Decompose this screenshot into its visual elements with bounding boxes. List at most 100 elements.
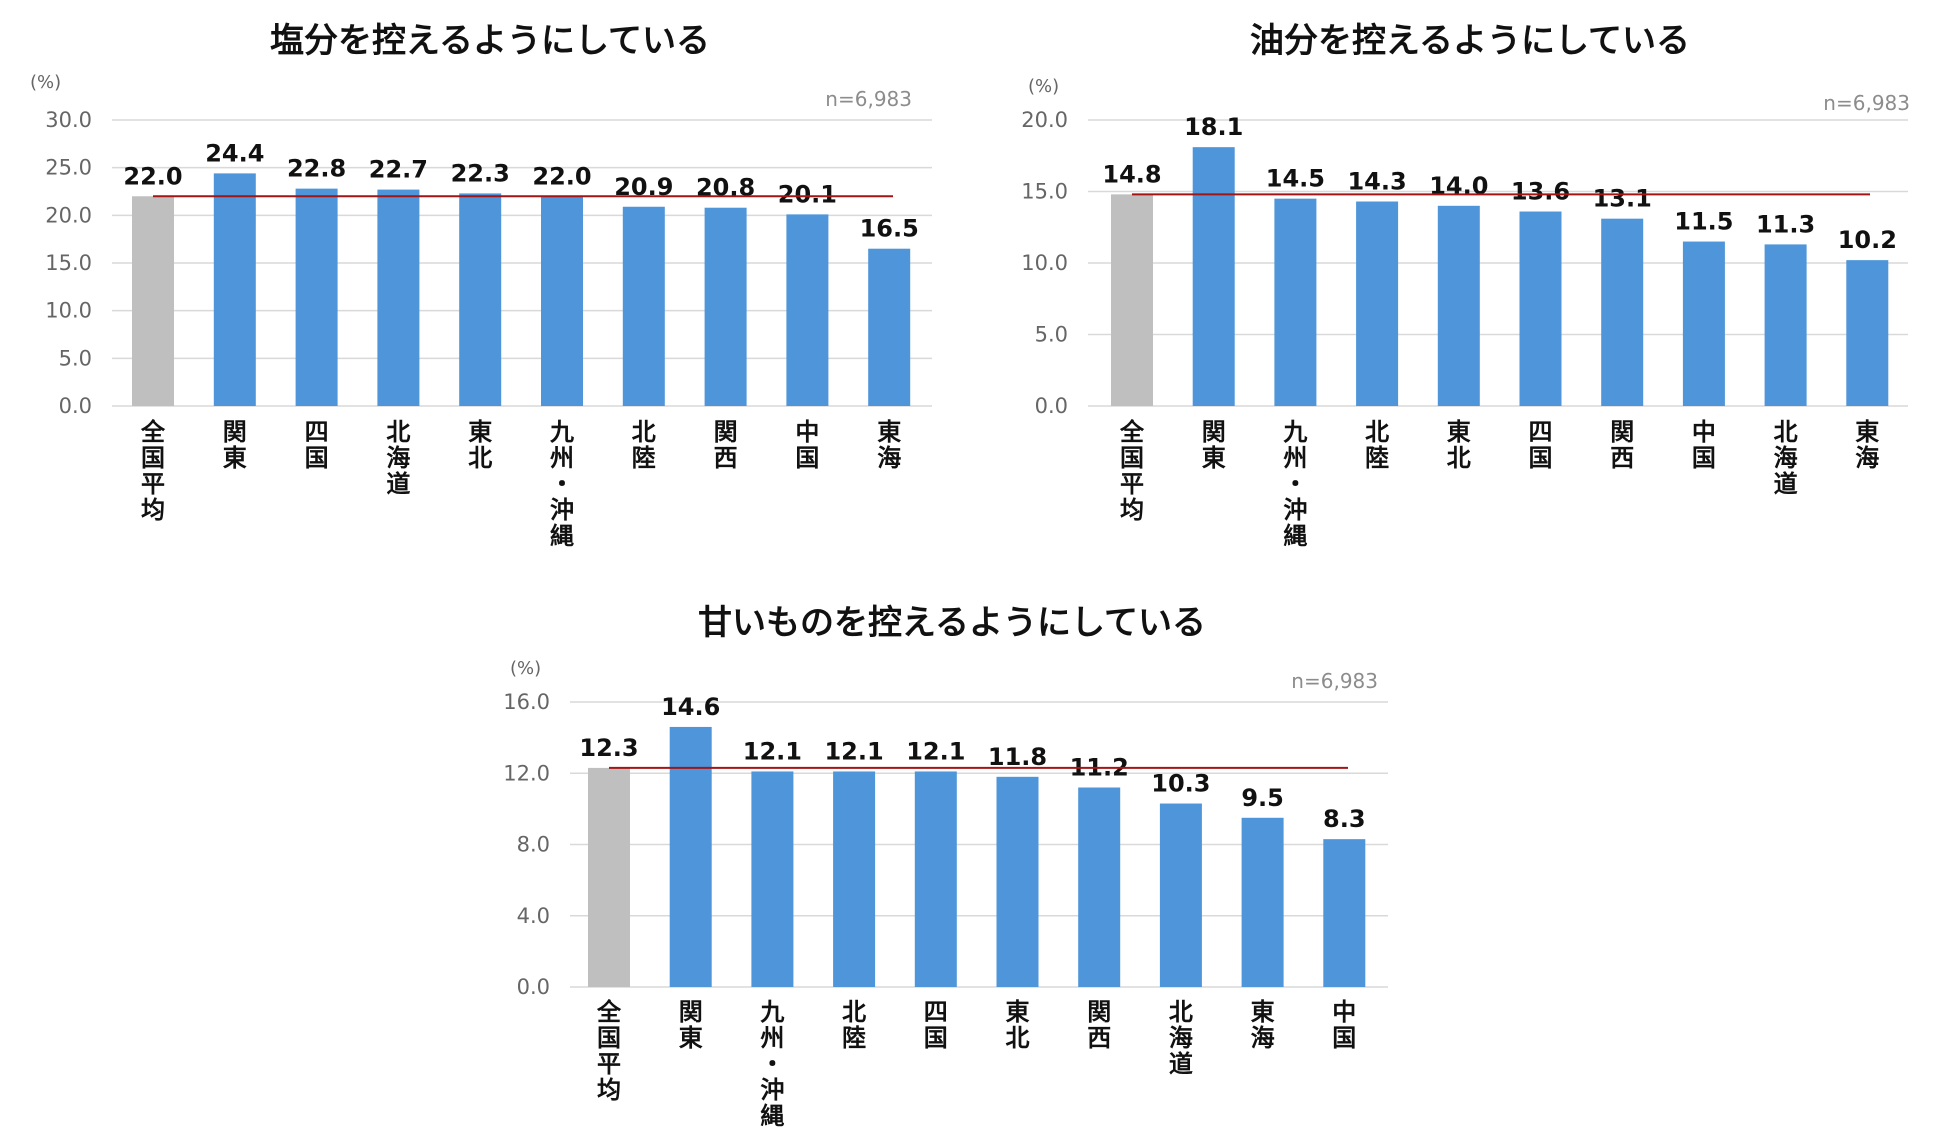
data-label: 13.6 xyxy=(1511,178,1570,206)
data-label: 11.8 xyxy=(988,743,1047,771)
y-axis-unit: (%) xyxy=(30,72,61,93)
category-label: 東海 xyxy=(877,418,901,472)
bar xyxy=(1159,803,1202,987)
data-label: 14.0 xyxy=(1429,172,1488,200)
category-label: 全国平均 xyxy=(1119,418,1145,524)
y-tick-label: 15.0 xyxy=(1021,180,1068,204)
data-label: 14.5 xyxy=(1266,165,1325,193)
category-label: 四国 xyxy=(305,418,329,472)
category-label: 東海 xyxy=(1251,998,1275,1052)
category-label: 北海道 xyxy=(1774,418,1798,498)
data-label: 11.5 xyxy=(1674,208,1733,236)
bar-average xyxy=(132,196,174,406)
category-label: 九州・沖縄 xyxy=(1282,418,1307,550)
bar xyxy=(1846,260,1889,406)
data-label: 22.3 xyxy=(451,159,510,187)
bar xyxy=(1192,147,1235,407)
category-label: 全国平均 xyxy=(596,998,622,1104)
y-tick-label: 0.0 xyxy=(517,975,550,999)
bar xyxy=(996,776,1039,987)
chart-salt: 塩分を控えるようにしている (%) n=6,983 0.0 5.0 10.0 15.0 20.… xyxy=(30,21,932,550)
data-label: 14.8 xyxy=(1102,160,1161,188)
data-label: 20.8 xyxy=(696,174,755,202)
category-label: 関東 xyxy=(679,998,703,1052)
category-label: 東北 xyxy=(1006,998,1030,1052)
data-label: 13.1 xyxy=(1593,185,1652,213)
category-label: 中国 xyxy=(1332,998,1356,1052)
category-label: 関西 xyxy=(1087,998,1111,1052)
category-label: 関西 xyxy=(714,418,738,472)
chart-title: 甘いものを控えるようにしている xyxy=(698,603,1206,643)
category-label: 東北 xyxy=(1447,418,1471,472)
category-label: 関東 xyxy=(1202,418,1226,472)
y-tick-label: 12.0 xyxy=(503,761,550,785)
data-label: 9.5 xyxy=(1241,784,1284,812)
chart-oil: 油分を控えるようにしている (%) n=6,983 0.0 5.0 10.0 15.0 20.… xyxy=(1021,21,1910,550)
y-tick-label: 20.0 xyxy=(45,203,92,227)
data-label: 14.6 xyxy=(661,693,720,721)
y-tick-label: 20.0 xyxy=(1021,108,1068,132)
bar xyxy=(1274,198,1317,406)
data-label: 10.3 xyxy=(1151,770,1210,798)
category-label: 九州・沖縄 xyxy=(759,998,784,1130)
sample-size-label: n=6,983 xyxy=(1823,91,1910,115)
chart-sweets: 甘いものを控えるようにしている (%) n=6,983 0.0 4.0 8.0 12.0 16… xyxy=(503,603,1388,1130)
bar xyxy=(1241,817,1284,987)
data-label: 22.7 xyxy=(369,156,428,184)
bar xyxy=(1437,205,1480,406)
bar-average xyxy=(1111,194,1153,406)
bar xyxy=(833,771,876,987)
data-label: 22.0 xyxy=(532,162,591,190)
data-label: 8.3 xyxy=(1323,805,1366,833)
category-label: 四国 xyxy=(1529,418,1553,472)
sample-size-label: n=6,983 xyxy=(825,87,912,111)
bar xyxy=(704,207,747,406)
category-label: 北陸 xyxy=(1365,418,1389,472)
y-tick-label: 0.0 xyxy=(1035,394,1068,418)
bar xyxy=(1682,241,1725,406)
bar xyxy=(786,214,829,406)
bar xyxy=(1323,839,1366,987)
data-label: 22.0 xyxy=(123,162,182,190)
sample-size-label: n=6,983 xyxy=(1291,669,1378,693)
bar xyxy=(377,189,420,406)
chart-title: 油分を控えるようにしている xyxy=(1250,21,1690,61)
data-label: 16.5 xyxy=(860,215,919,243)
category-label: 北陸 xyxy=(842,998,866,1052)
category-label: 北海道 xyxy=(386,418,410,498)
category-label: 四国 xyxy=(924,998,948,1052)
category-label: 東北 xyxy=(468,418,492,472)
bar xyxy=(1078,787,1121,987)
category-label: 東海 xyxy=(1855,418,1879,472)
y-tick-label: 30.0 xyxy=(45,108,92,132)
y-tick-label: 5.0 xyxy=(1035,323,1068,347)
data-label: 24.4 xyxy=(205,139,264,167)
category-label: 北陸 xyxy=(632,418,656,472)
data-label: 12.1 xyxy=(906,737,965,765)
bar xyxy=(868,248,911,406)
bar xyxy=(622,206,665,406)
category-label: 全国平均 xyxy=(140,418,166,524)
y-tick-label: 0.0 xyxy=(59,394,92,418)
category-label: 中国 xyxy=(795,418,819,472)
chart-title: 塩分を控えるようにしている xyxy=(270,21,710,61)
data-label: 11.3 xyxy=(1756,210,1815,238)
bar xyxy=(213,173,256,406)
data-label: 18.1 xyxy=(1184,113,1243,141)
bar xyxy=(914,771,957,987)
bar xyxy=(751,771,794,987)
category-label: 中国 xyxy=(1692,418,1716,472)
bar xyxy=(541,196,583,406)
y-tick-label: 10.0 xyxy=(45,299,92,323)
data-label: 12.3 xyxy=(579,734,638,762)
y-tick-label: 5.0 xyxy=(59,346,92,370)
y-tick-label: 10.0 xyxy=(1021,251,1068,275)
y-tick-label: 15.0 xyxy=(45,251,92,275)
data-label: 14.3 xyxy=(1347,168,1406,196)
bar xyxy=(459,193,502,406)
category-label: 九州・沖縄 xyxy=(549,418,574,550)
bar xyxy=(1519,211,1562,406)
bar-average xyxy=(588,767,630,987)
bar xyxy=(295,188,338,406)
